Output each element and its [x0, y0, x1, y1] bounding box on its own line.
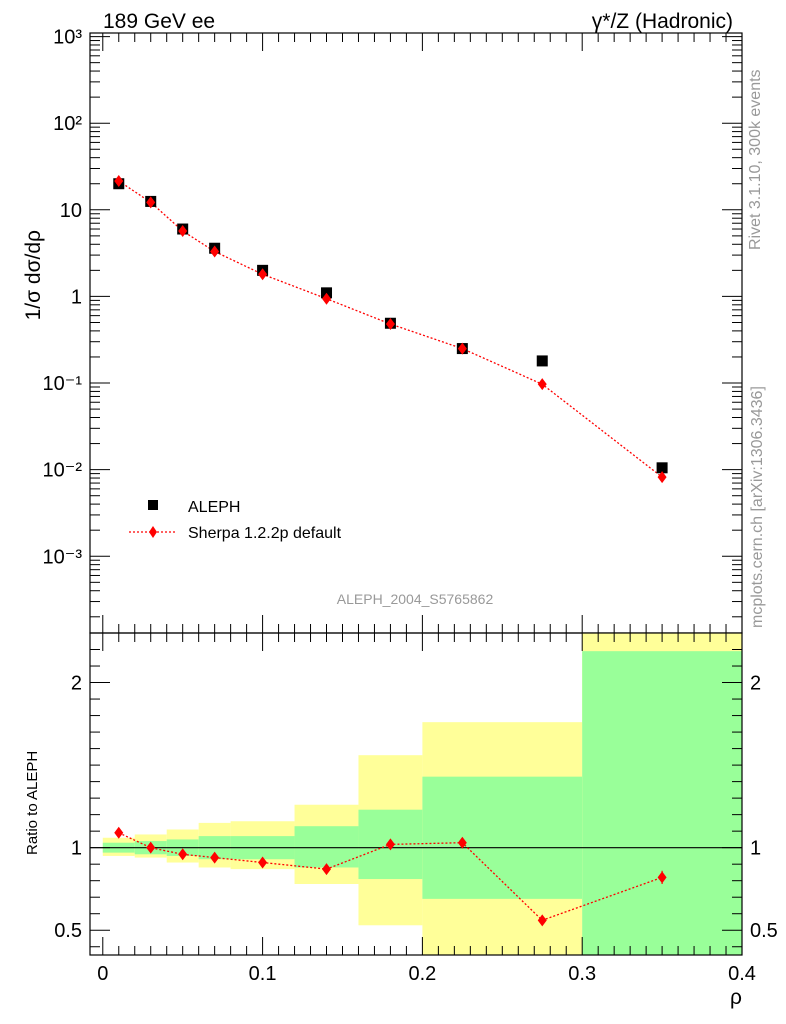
ratio-point [322, 863, 332, 876]
sherpa-point [322, 292, 332, 305]
sherpa-point [146, 196, 156, 209]
ratio-y-tick-label-right: 0.5 [750, 920, 778, 942]
main-y-tick-labels: 10⁻³ 10⁻² 10⁻¹ 1 10 10² 10³ [43, 27, 83, 569]
main-ticks [90, 33, 743, 633]
ratio-y-tick-label-left: 2 [71, 673, 82, 695]
sherpa-point [657, 471, 667, 484]
mc-curve [118, 180, 663, 478]
ratio-curve [118, 832, 663, 922]
uncertainty-bands [102, 633, 742, 955]
x-tick-label: 0.4 [728, 963, 756, 985]
legend-label-sherpa: Sherpa 1.2.2p default [188, 525, 342, 542]
ratio-frame [89, 632, 743, 956]
ratio-points [114, 826, 667, 927]
ratio-point [457, 836, 467, 849]
rivet-label: Rivet 3.1.10, 300k events [747, 69, 764, 250]
legend-marker-sherpa [149, 526, 157, 538]
ratio-point [258, 856, 268, 869]
legend-marker-aleph [148, 500, 158, 510]
sherpa-point [385, 318, 395, 331]
ratio-point [210, 851, 220, 864]
ratio-y-tick-label-left: 1 [71, 838, 82, 860]
legend: ALEPH Sherpa 1.2.2p default [129, 499, 342, 542]
ratio-y-tick-labels: 0.5 0.5 1 1 2 2 [54, 673, 778, 943]
sherpa-point [210, 245, 220, 258]
x-tick-label: 0 [97, 963, 108, 985]
x-tick-label: 0.3 [568, 963, 596, 985]
ratio-point [114, 826, 124, 839]
x-axis-title: ρ [730, 986, 742, 1009]
main-panel: 10⁻³ 10⁻² 10⁻¹ 1 10 10² 10³ 1/σ dσ/dρ ALEPH_20… [22, 27, 743, 634]
sherpa-point [537, 378, 547, 391]
ratio-point [537, 914, 547, 927]
ratio-ticks [90, 633, 743, 955]
main-y-tick-label: 10⁻³ [43, 546, 83, 568]
watermark: ALEPH_2004_S5765862 [337, 591, 494, 607]
ratio-y-tick-label-right: 1 [750, 838, 761, 860]
ratio-point [146, 841, 156, 854]
main-y-axis-title: 1/σ dσ/dρ [22, 230, 45, 320]
sherpa-point [457, 342, 467, 355]
ratio-point [385, 838, 395, 851]
ratio-x-tick-labels: 0 0.1 0.2 0.3 0.4 [97, 963, 756, 985]
main-y-tick-label: 10² [53, 113, 82, 135]
main-y-tick-label: 10³ [53, 27, 82, 49]
x-tick-label: 0.1 [249, 963, 277, 985]
main-y-tick-label: 10 [60, 200, 82, 222]
aleph-point [656, 462, 668, 474]
inner-band [582, 651, 742, 955]
legend-label-aleph: ALEPH [188, 499, 240, 516]
mcplots-label: mcplots.cern.ch [arXiv:1306.3436] [749, 386, 766, 628]
ratio-point [178, 848, 188, 861]
inner-band [422, 776, 583, 899]
ratio-panel: 0.5 0.51 12 2 0 0.1 0.2 0.3 0.4 Ratio to ALEPH … [24, 632, 778, 1009]
ratio-y-tick-label-left: 0.5 [54, 920, 82, 942]
sherpa-point [178, 224, 188, 237]
x-tick-label: 0.2 [408, 963, 436, 985]
ratio-point [657, 871, 667, 884]
mc-points [114, 175, 667, 484]
sherpa-point [258, 268, 268, 281]
main-y-tick-label: 1 [71, 286, 82, 308]
sherpa-point [114, 175, 124, 188]
ratio-y-tick-label-right: 2 [750, 673, 761, 695]
main-y-tick-label: 10⁻¹ [43, 373, 83, 395]
ratio-y-axis-title: Ratio to ALEPH [24, 751, 41, 855]
inner-band [294, 826, 359, 868]
aleph-point [536, 355, 548, 367]
process-title: γ*/Z (Hadronic) [592, 10, 733, 33]
main-y-tick-label: 10⁻² [43, 460, 83, 482]
energy-title: 189 GeV ee [103, 10, 215, 33]
